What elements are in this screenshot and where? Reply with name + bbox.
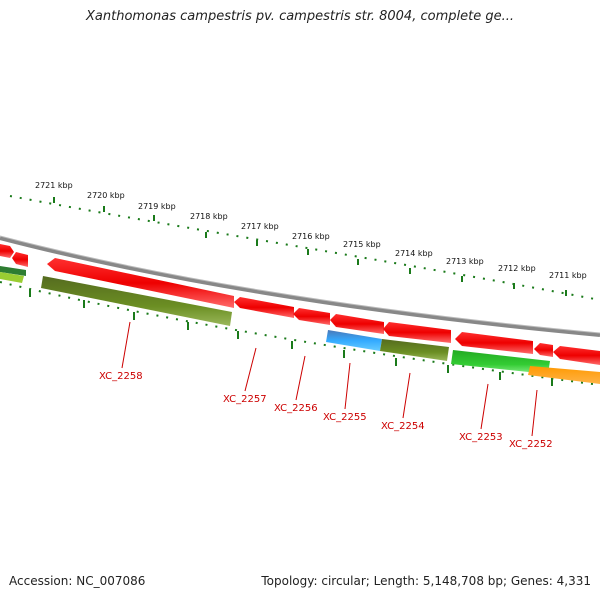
kbp-tick-label: 2720 kbp <box>87 191 125 200</box>
accession-text: Accession: NC_007086 <box>9 574 146 588</box>
gene-arrow-next[interactable] <box>553 346 600 365</box>
feature-bar-green-2253[interactable] <box>451 350 550 374</box>
gene-label[interactable]: XC_2255 <box>323 412 367 423</box>
feature-bar-olive-2254[interactable] <box>380 339 449 361</box>
gene-arrow-fragment[interactable] <box>0 272 24 283</box>
gene-arrow-xc_2252[interactable] <box>534 343 553 357</box>
gene-arrow-xc_2254[interactable] <box>383 322 451 343</box>
inner-major-ticks <box>29 289 553 386</box>
gene-label[interactable]: XC_2253 <box>459 432 503 443</box>
gene-arrow-xc_2257[interactable] <box>234 297 294 318</box>
kbp-tick-label: 2719 kbp <box>138 202 176 211</box>
kbp-tick-label: 2712 kbp <box>498 264 536 273</box>
genome-title: Xanthomonas campestris pv. campestris st… <box>86 9 514 24</box>
kbp-tick-label: 2714 kbp <box>395 249 433 258</box>
gene-label-leaders <box>121 321 538 437</box>
gene-arrow-xc_2256[interactable] <box>293 308 330 325</box>
feature-bar-olive-2258[interactable] <box>41 276 232 326</box>
gene-label[interactable]: XC_2254 <box>381 421 425 432</box>
feature-bar-orange-2252[interactable] <box>528 366 600 384</box>
kbp-labels: 2721 kbp 2720 kbp 2719 kbp 2718 kbp 2717… <box>35 181 587 280</box>
gene-arrow-fragment[interactable] <box>0 244 14 258</box>
kbp-tick-label: 2716 kbp <box>292 232 330 241</box>
kbp-tick-label: 2715 kbp <box>343 240 381 249</box>
gene-arrow-fragment[interactable] <box>12 252 28 267</box>
genome-summary-text: Topology: circular; Length: 5,148,708 bp… <box>261 574 591 588</box>
outer-major-ticks <box>53 197 567 296</box>
genome-backbone <box>0 236 600 337</box>
kbp-tick-label: 2717 kbp <box>241 222 279 231</box>
kbp-tick-label: 2721 kbp <box>35 181 73 190</box>
genome-backbone-highlight <box>0 235 600 334</box>
gene-label[interactable]: XC_2256 <box>274 403 318 414</box>
outer-scale-dots <box>9 195 600 301</box>
gene-arrow-fragment[interactable] <box>0 266 26 276</box>
gene-label[interactable]: XC_2257 <box>223 394 267 405</box>
kbp-tick-label: 2713 kbp <box>446 257 484 266</box>
feature-bar-blue-2255[interactable] <box>326 330 382 351</box>
gene-arrow-xc_2258[interactable] <box>47 258 234 308</box>
gene-label[interactable]: XC_2258 <box>99 371 143 382</box>
gene-arrow-xc_2255[interactable] <box>330 314 384 334</box>
gene-labels: XC_2258 XC_2257 XC_2256 XC_2255 XC_2254 … <box>99 371 553 450</box>
kbp-tick-label: 2711 kbp <box>549 271 587 280</box>
gene-arrow-xc_2253[interactable] <box>455 332 533 354</box>
kbp-tick-label: 2718 kbp <box>190 212 228 221</box>
gene-label[interactable]: XC_2252 <box>509 439 553 450</box>
